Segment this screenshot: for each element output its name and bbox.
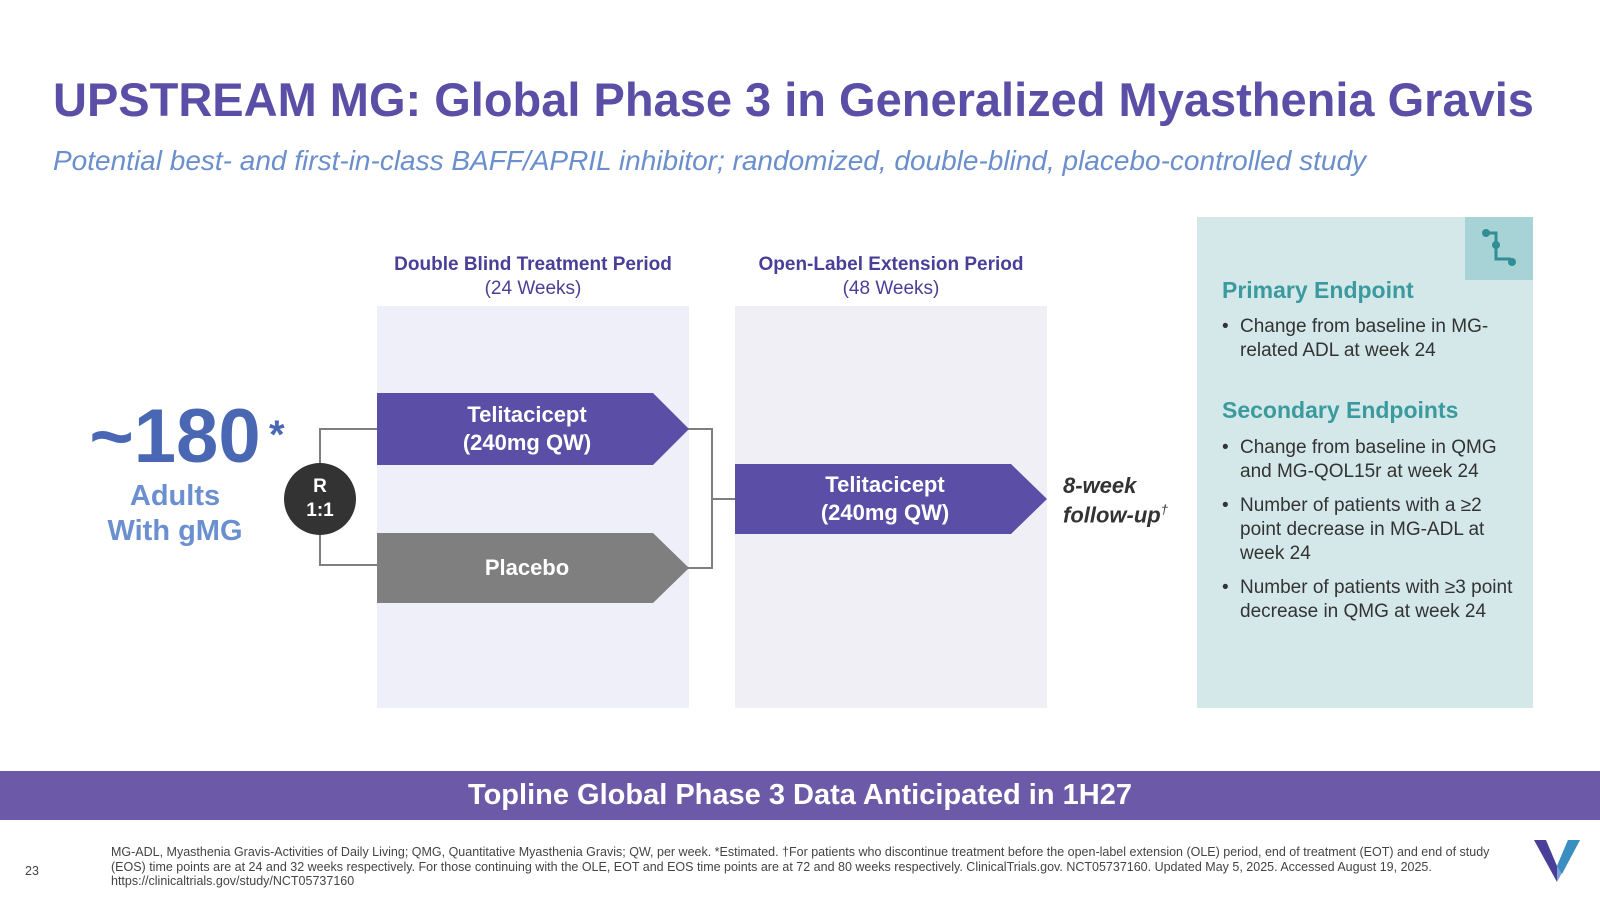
primary-endpoint-item: Change from baseline in MG-related ADL a… [1222,315,1522,363]
secondary-endpoint-list: Change from baseline in QMG and MG-QOL15… [1222,436,1522,634]
randomization-circle: R 1:1 [284,463,356,535]
ole-telitacicept-label: Telitacicept (240mg QW) [735,464,1035,534]
primary-endpoint-title: Primary Endpoint [1222,277,1414,303]
followup-line2: follow-up [1063,502,1161,528]
telitacicept-arm-arrow [377,393,689,465]
ole-telitacicept-arrow [735,464,1047,534]
double-blind-period-header: Double Blind Treatment Period (24 Weeks) [363,253,703,301]
population-count: ~180 [89,394,261,479]
company-logo-icon [1534,840,1580,882]
double-blind-period-title: Double Blind Treatment Period [394,254,672,275]
open-label-period-duration: (48 Weeks) [842,278,940,299]
topline-banner: Topline Global Phase 3 Data Anticipated … [0,771,1600,820]
followup-line1: 8-week [1063,473,1137,498]
slide-subtitle: Potential best- and first-in-class BAFF/… [53,145,1367,176]
open-label-period-header: Open-Label Extension Period (48 Weeks) [721,253,1061,301]
open-label-period-title: Open-Label Extension Period [758,254,1024,275]
followup-label: 8-week follow-up† [1063,474,1168,527]
telitacicept-arm-dose: (240mg QW) [462,430,592,455]
primary-endpoint-list: Change from baseline in MG-related ADL a… [1222,315,1522,373]
flowchart-icon [1465,217,1533,280]
double-blind-period-panel [377,306,689,708]
secondary-endpoints-title: Secondary Endpoints [1222,397,1459,423]
page-number: 23 [25,864,39,878]
ole-telitacicept-drug: Telitacicept [825,472,945,497]
randomization-line1: R [313,476,327,497]
placebo-arm-label: Placebo [377,533,677,603]
randomization-line2: 1:1 [306,500,334,521]
population-count-wrap: ~180 * [89,394,284,479]
ole-telitacicept-dose: (240mg QW) [820,500,950,525]
telitacicept-arm-label: Telitacicept (240mg QW) [377,393,677,465]
population-label: Adults With gMG [107,480,243,547]
telitacicept-arm-drug: Telitacicept [467,402,587,427]
secondary-endpoint-item: Number of patients with a ≥2 point decre… [1222,494,1522,566]
placebo-arm-arrow [377,533,689,603]
slide-title: UPSTREAM MG: Global Phase 3 in Generaliz… [53,73,1534,126]
secondary-endpoint-item: Number of patients with ≥3 point decreas… [1222,576,1522,624]
followup-dagger: † [1160,502,1168,517]
placebo-arm-drug: Placebo [484,555,570,580]
arm-merge-connector [687,428,713,569]
endpoints-panel: Primary Endpoint Change from baseline in… [1197,217,1533,708]
double-blind-period-duration: (24 Weeks) [484,278,582,299]
footnote: MG-ADL, Myasthenia Gravis-Activities of … [111,845,1490,888]
secondary-endpoint-item: Change from baseline in QMG and MG-QOL15… [1222,436,1522,484]
population-asterisk: * [269,413,285,457]
population-block: ~180 * Adults With gMG [75,394,284,549]
